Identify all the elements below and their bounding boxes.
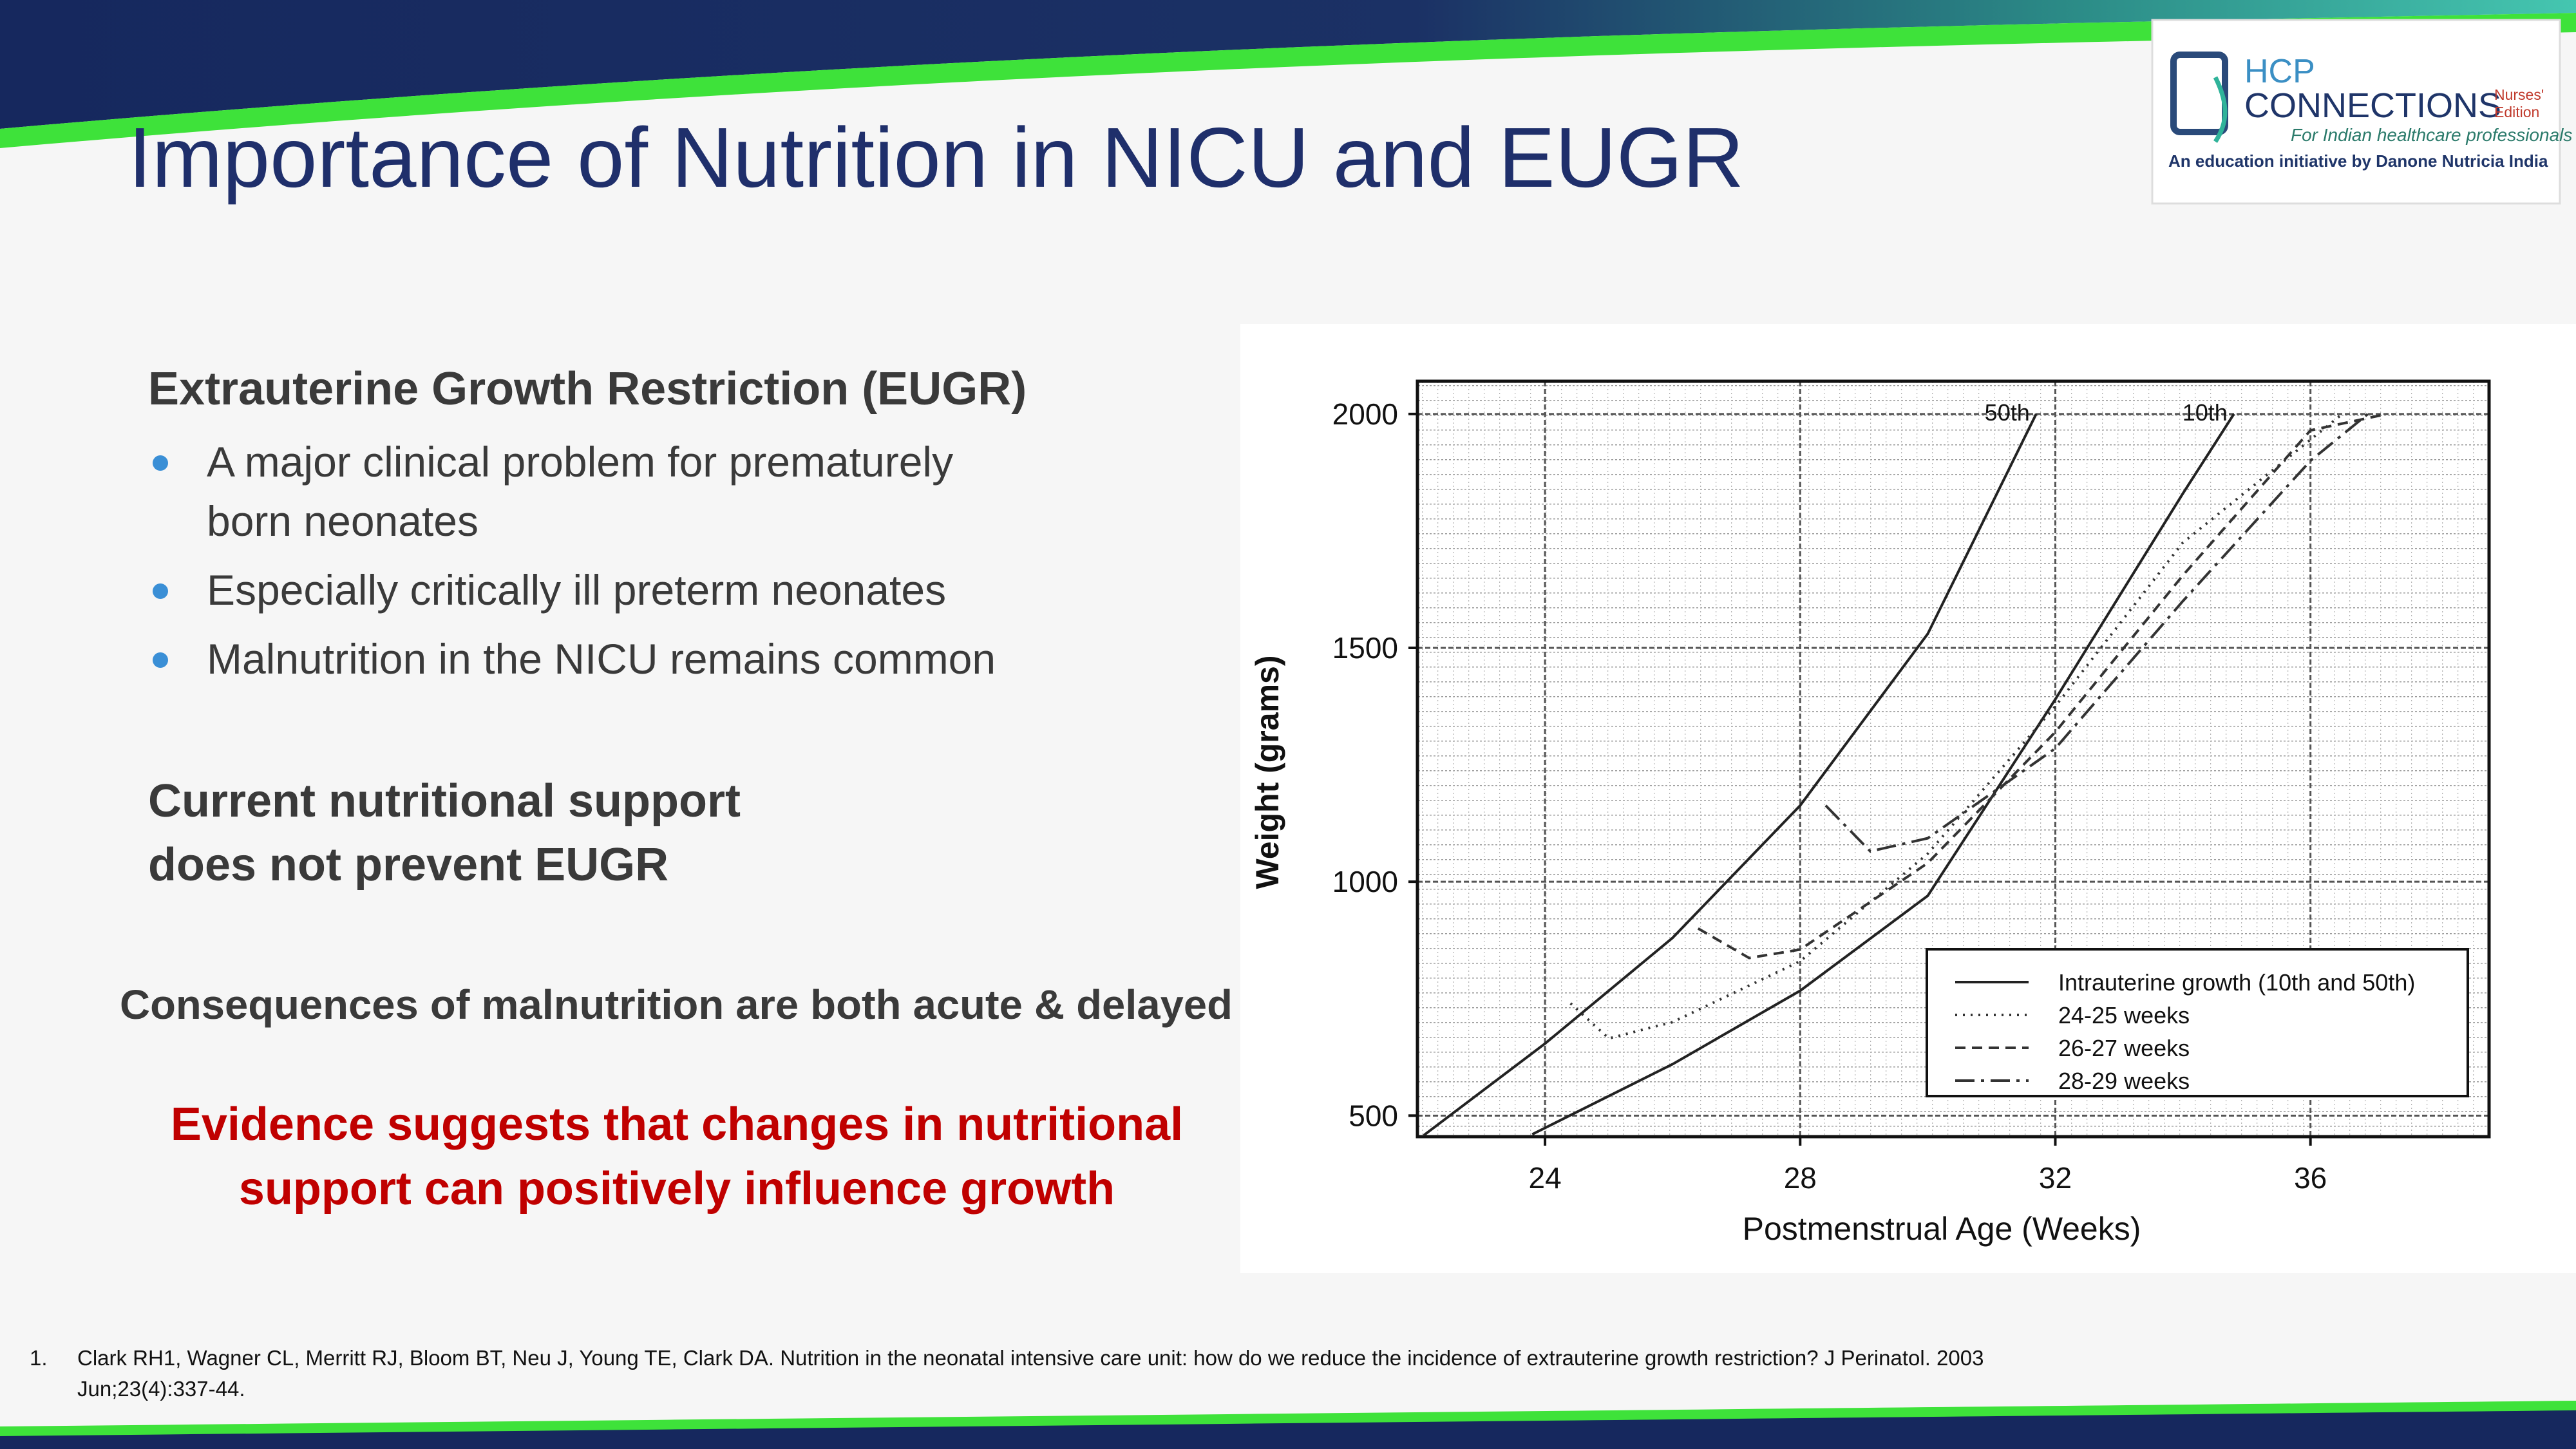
evidence: Evidence suggests that changes in nutrit…	[171, 1099, 1183, 1150]
logo-box	[2151, 19, 2561, 205]
logo-edition: Edition	[2494, 104, 2539, 120]
y-tick-label: 1000	[1332, 865, 1398, 898]
curve	[1569, 413, 2344, 1040]
evidence: support can positively influence growth	[239, 1163, 1115, 1215]
x-axis-label: Postmenstrual Age (Weeks)	[1743, 1211, 2141, 1247]
statement: does not prevent EUGR	[148, 839, 668, 891]
bullet: Especially critically ill preterm neonat…	[207, 566, 946, 614]
legend-box	[1926, 948, 2469, 1097]
logo-edition: Nurses'	[2494, 86, 2544, 103]
bullet: A major clinical problem for prematurely	[207, 438, 953, 486]
reference: Jun;23(4):337-44.	[77, 1377, 245, 1401]
bullet-dot	[153, 455, 168, 471]
reference: Clark RH1, Wagner CL, Merritt RJ, Bloom …	[77, 1346, 1984, 1370]
x-tick-label: 28	[1784, 1161, 1817, 1195]
bullet: born neonates	[207, 497, 478, 545]
plot-frame	[1416, 379, 2491, 1139]
x-tick-label: 36	[2294, 1161, 2327, 1195]
y-tick-label: 1500	[1332, 631, 1398, 665]
x-tick-label: 24	[1529, 1161, 1562, 1195]
y-axis-label: Weight (grams)	[1249, 656, 1285, 889]
logo-icon	[2170, 52, 2228, 135]
curve	[1824, 413, 2369, 853]
curve-label: 50th	[1985, 399, 2030, 426]
logo-stethoscope	[2213, 76, 2228, 143]
x-tick-label: 32	[2039, 1161, 2072, 1195]
legend-label: 28-29 weeks	[2058, 1068, 2190, 1094]
logo-tagline: For Indian healthcare professionals	[2291, 125, 2572, 145]
consequences: Consequences of malnutrition are both ac…	[120, 981, 1233, 1028]
bullet-dot	[153, 583, 168, 599]
header-band	[0, 0, 2576, 129]
logo-hcp: HCP	[2244, 53, 2315, 90]
y-tick-label: 2000	[1332, 397, 1398, 431]
legend-label: 24-25 weeks	[2058, 1002, 2190, 1028]
heading: Extrauterine Growth Restriction (EUGR)	[148, 363, 1027, 415]
curve-label: 10th	[2183, 399, 2228, 426]
y-tick-label: 500	[1349, 1099, 1398, 1132]
curve	[1697, 412, 2387, 960]
reference-number: 1.	[30, 1346, 48, 1370]
bullet-dot	[153, 652, 168, 668]
curve	[1423, 413, 2038, 1137]
curve	[1531, 413, 2235, 1136]
legend-label: 26-27 weeks	[2058, 1035, 2190, 1061]
legend-label: Intrauterine growth (10th and 50th)	[2058, 969, 2415, 996]
chart: 500 1000 1500 2000 24 28 32 36 Postmenstrual Age…	[1249, 379, 2491, 1247]
slide-title: Importance of Nutrition in NICU and EUGR	[128, 110, 1744, 205]
logo-initiative: An education initiative by Danone Nutric…	[2168, 151, 2548, 171]
bullet: Malnutrition in the NICU remains common	[207, 635, 996, 683]
logo-connections: CONNECTIONS	[2244, 86, 2501, 125]
statement: Current nutritional support	[148, 775, 741, 827]
footer-band	[0, 1410, 2576, 1449]
